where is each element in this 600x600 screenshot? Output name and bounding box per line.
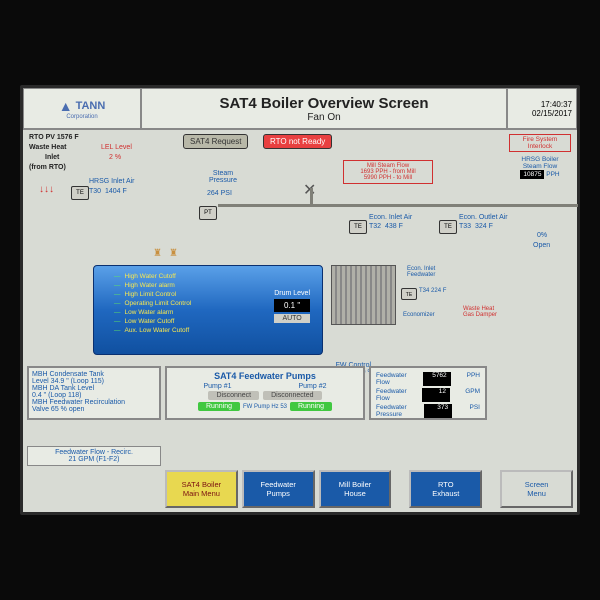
pump1-disconnect[interactable]: Disconnect xyxy=(208,391,259,400)
boiler-indicator: Aux. Low Water Cutoff xyxy=(94,326,322,335)
hrsg-steam-flow: HRSG Boiler Steam Flow 10875 PPH xyxy=(509,156,571,179)
te-t34: TE xyxy=(401,288,417,300)
te-t33: TE xyxy=(439,220,457,234)
logo-icon: ▲ xyxy=(59,98,73,114)
hrsg-inlet-lbl: HRSG Inlet Air xyxy=(89,178,135,185)
relief-valve-icon: ♜ xyxy=(169,248,178,259)
pipe xyxy=(218,204,378,207)
pipe xyxy=(378,204,578,207)
pump2-disconnected: Disconnected xyxy=(263,391,321,400)
title-box: SAT4 Boiler Overview Screen Fan On xyxy=(141,88,507,129)
main-diagram: SAT4 Request RTO not Ready Fire System I… xyxy=(23,130,577,430)
pipe xyxy=(310,188,313,206)
logo: ▲ TANN Corporation xyxy=(23,88,141,129)
waste-damper-lbl: Waste Heat Gas Damper xyxy=(463,306,497,318)
logo-name: TANN xyxy=(76,100,106,112)
te-t30: TE xyxy=(71,186,89,200)
nav-row: SAT4 Boiler Main Menu Feedwater Pumps Mi… xyxy=(27,470,573,508)
steam-pressure-lbl: Steam Pressure xyxy=(209,170,237,184)
econ-inlet-lbl: Econ. Inlet Air xyxy=(369,214,412,221)
damper-open: Open xyxy=(533,242,550,249)
date: 02/15/2017 xyxy=(532,109,572,118)
pump1-running: Running xyxy=(198,402,240,411)
economizer-label: Economizer xyxy=(403,312,435,318)
nav-mill-boiler-house[interactable]: Mill Boiler House xyxy=(319,470,392,508)
header: ▲ TANN Corporation SAT4 Boiler Overview … xyxy=(23,88,577,130)
pt-box: PT xyxy=(199,206,217,220)
damper-pct: 0% xyxy=(537,232,547,239)
inlet-arrow-icon: ↓↓↓ xyxy=(39,184,54,195)
page-title: SAT4 Boiler Overview Screen xyxy=(220,95,429,112)
fire-system-interlock: Fire System Interlock xyxy=(509,134,571,152)
nav-sat4-main-menu[interactable]: SAT4 Boiler Main Menu xyxy=(165,470,238,508)
boiler-drum: High Water Cutoff High Water alarm High … xyxy=(93,265,323,355)
pump2-running: Running xyxy=(290,402,332,411)
waste-heat-l2: Inlet xyxy=(45,154,59,161)
mbh-panel: MBH Condensate Tank Level 34.9 " (Loop 1… xyxy=(27,366,161,420)
econ-outlet-lbl: Econ. Outlet Air xyxy=(459,214,508,221)
feedwater-data-panel: Feedwater Flow5762PPH Feedwater Flow12GP… xyxy=(369,366,487,420)
boiler-indicator: High Water Cutoff xyxy=(94,272,322,281)
econ-fw-lbl: Econ. Inlet Feedwater xyxy=(407,266,435,278)
sat4-request-pill[interactable]: SAT4 Request xyxy=(183,134,248,149)
rto-not-ready-pill: RTO not Ready xyxy=(263,134,332,149)
datetime: 17:40:37 02/15/2017 xyxy=(507,88,577,129)
relief-valve-icon: ♜ xyxy=(153,248,162,259)
steam-pressure-val: 264 PSI xyxy=(207,190,232,197)
mill-steam-flow: Mill Steam Flow 1693 PPH - from Mill 599… xyxy=(343,160,433,184)
lel-l2: 2 % xyxy=(109,154,121,161)
page-subtitle: Fan On xyxy=(307,112,340,123)
waste-heat-l1: Waste Heat xyxy=(29,144,66,151)
boiler-indicator: High Water alarm xyxy=(94,281,322,290)
recirc-panel: Feedwater Flow - Recirc. 21 GPM (F1-F2) xyxy=(27,446,161,466)
economizer xyxy=(331,265,396,325)
hmi-screen: ▲ TANN Corporation SAT4 Boiler Overview … xyxy=(20,85,580,515)
nav-screen-menu[interactable]: Screen Menu xyxy=(500,470,573,508)
nav-rto-exhaust[interactable]: RTO Exhaust xyxy=(409,470,482,508)
drum-level[interactable]: Drum Level 0.1 " AUTO xyxy=(274,290,310,323)
waste-heat-l3: (from RTO) xyxy=(29,164,66,171)
rto-pv: RTO PV 1576 F xyxy=(29,134,79,141)
feedwater-pumps-panel: SAT4 Feedwater Pumps Pump #1 Pump #2 Dis… xyxy=(165,366,365,420)
nav-feedwater-pumps[interactable]: Feedwater Pumps xyxy=(242,470,315,508)
lel-l1: LEL Level xyxy=(101,144,132,151)
time: 17:40:37 xyxy=(541,100,572,109)
logo-sub: Corporation xyxy=(66,114,97,120)
te-t32: TE xyxy=(349,220,367,234)
